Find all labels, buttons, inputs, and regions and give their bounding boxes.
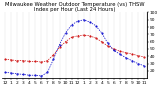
Title: Milwaukee Weather Outdoor Temperature (vs) THSW Index per Hour (Last 24 Hours): Milwaukee Weather Outdoor Temperature (v… <box>5 2 144 12</box>
